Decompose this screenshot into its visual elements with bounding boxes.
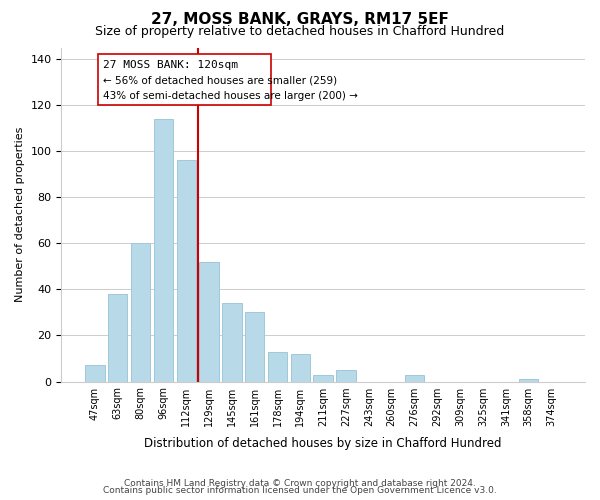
Bar xyxy=(405,374,424,382)
Text: Size of property relative to detached houses in Chafford Hundred: Size of property relative to detached ho… xyxy=(95,25,505,38)
Bar xyxy=(245,312,265,382)
FancyBboxPatch shape xyxy=(98,54,271,105)
Bar xyxy=(313,374,333,382)
Bar xyxy=(131,244,150,382)
Y-axis label: Number of detached properties: Number of detached properties xyxy=(15,127,25,302)
Bar xyxy=(85,366,104,382)
Text: Contains HM Land Registry data © Crown copyright and database right 2024.: Contains HM Land Registry data © Crown c… xyxy=(124,478,476,488)
Text: Contains public sector information licensed under the Open Government Licence v3: Contains public sector information licen… xyxy=(103,486,497,495)
Text: 27, MOSS BANK, GRAYS, RM17 5EF: 27, MOSS BANK, GRAYS, RM17 5EF xyxy=(151,12,449,28)
Text: ← 56% of detached houses are smaller (259): ← 56% of detached houses are smaller (25… xyxy=(103,75,337,85)
Bar xyxy=(337,370,356,382)
Bar xyxy=(268,352,287,382)
Bar xyxy=(108,294,127,382)
Bar xyxy=(176,160,196,382)
Bar xyxy=(222,303,242,382)
X-axis label: Distribution of detached houses by size in Chafford Hundred: Distribution of detached houses by size … xyxy=(145,437,502,450)
Bar xyxy=(519,379,538,382)
Bar xyxy=(154,119,173,382)
Text: 27 MOSS BANK: 120sqm: 27 MOSS BANK: 120sqm xyxy=(103,60,238,70)
Text: 43% of semi-detached houses are larger (200) →: 43% of semi-detached houses are larger (… xyxy=(103,92,358,102)
Bar xyxy=(199,262,219,382)
Bar xyxy=(290,354,310,382)
